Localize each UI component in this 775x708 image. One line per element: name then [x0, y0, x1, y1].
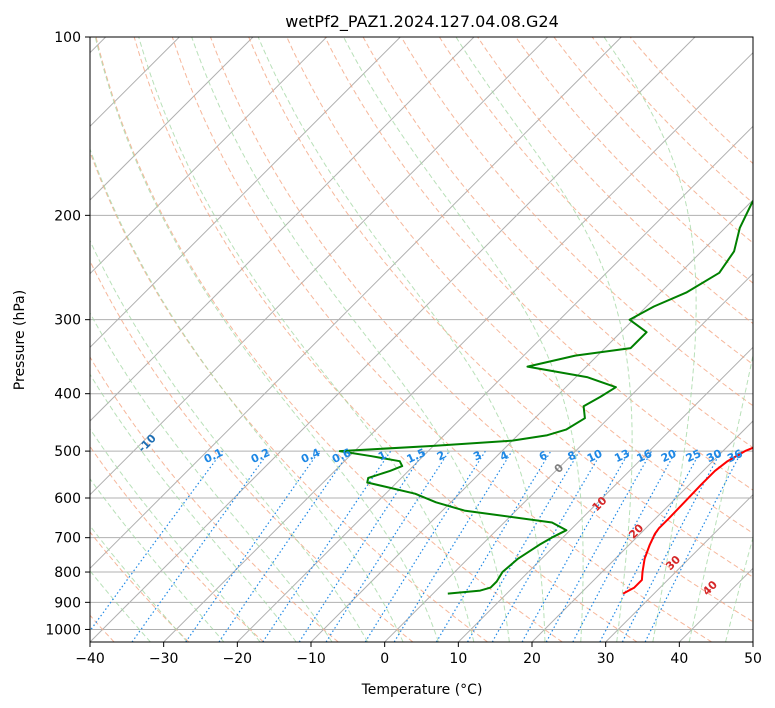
isotherm-line [236, 125, 753, 642]
isotherm-line [163, 51, 753, 642]
mixing-ratio-line [325, 450, 450, 642]
dry-adiabat-line [90, 259, 414, 642]
axes: −40 −30 −20 −10 0 10 20 30 40 50 100 200 300 400 500 60… [45, 30, 762, 667]
isotherm-line [90, 37, 254, 201]
temperature-line [622, 446, 753, 595]
x-tick-label: −30 [149, 651, 179, 667]
mixing-ratio-label: 13 [612, 447, 631, 465]
mixing-ratio-line [218, 450, 351, 642]
mixing-ratio-line [298, 450, 425, 642]
mixing-ratio-label: 20 [659, 447, 679, 465]
dry-adiabat-line [438, 37, 753, 366]
dry-adiabat-line [90, 150, 488, 642]
y-tick-label: 200 [54, 208, 81, 224]
y-axis-label: Pressure (hPa) [12, 290, 28, 390]
moist-adiabat-line [191, 37, 510, 642]
dry-adiabat-line [90, 531, 190, 642]
y-tick-label: 1000 [45, 622, 81, 638]
background-lines [90, 37, 753, 642]
plot-frame [89, 36, 754, 643]
mixing-ratio-line [521, 450, 631, 642]
moist-adiabat-line [90, 311, 333, 642]
isotherm-line [90, 37, 401, 349]
isotherm-line [384, 272, 753, 642]
isotherm-line [90, 37, 622, 570]
moist-adiabat-line [725, 535, 753, 642]
y-tick-label: 400 [54, 387, 81, 403]
x-tick-label: 30 [597, 651, 615, 667]
x-tick-label: −40 [75, 651, 105, 667]
dry-adiabat-line [324, 37, 753, 491]
moist-adiabat-line [90, 239, 369, 642]
isotherm-line [90, 37, 696, 642]
mixing-ratio-line [545, 450, 653, 642]
x-tick-label: 10 [449, 651, 467, 667]
moist-adiabat-line [343, 37, 584, 642]
mixing-ratio-line [644, 450, 743, 642]
dry-adiabat-line [95, 37, 563, 642]
profile-lines [338, 199, 753, 595]
y-tick-label: 800 [54, 565, 81, 581]
dry-adiabat-line [171, 37, 712, 642]
dry-adiabat-line [400, 37, 753, 407]
x-tick-label: −10 [296, 651, 326, 667]
y-tick-label: 100 [54, 30, 81, 46]
x-tick-label: 50 [744, 651, 762, 667]
y-tick-label: 900 [54, 595, 81, 611]
mixing-ratio-line [262, 450, 392, 642]
x-tick-label: −20 [223, 651, 253, 667]
moist-adiabat-line [94, 37, 439, 642]
y-tick-label: 500 [54, 444, 81, 460]
isotherm-line [531, 420, 753, 642]
moist-adiabat-line [138, 37, 475, 642]
dry-adiabat-line [90, 356, 339, 642]
isotherm-line [90, 37, 328, 275]
y-tick-label: 300 [54, 313, 81, 329]
dry-adiabat-line [515, 37, 753, 284]
moist-adiabat-line [90, 427, 261, 642]
moist-adiabat-line [257, 37, 546, 642]
x-axis-label: Temperature (°C) [361, 682, 483, 698]
x-tick-label: 0 [380, 651, 389, 667]
isotherm-line [90, 37, 549, 496]
mixing-ratio-label: 36 [725, 447, 745, 465]
moist-adiabat-line [603, 37, 697, 642]
mixing-ratio-label: 25 [684, 447, 703, 465]
isotherm-line [605, 493, 753, 642]
mixing-ratio-line [185, 450, 320, 642]
mixing-ratio-label: 30 [704, 447, 724, 465]
x-tick-label: 20 [523, 651, 541, 667]
mixing-ratio-label: 10 [585, 447, 605, 465]
moist-adiabat-line [688, 352, 753, 642]
isotherm-line [457, 346, 753, 642]
dry-adiabat-line [133, 37, 638, 642]
chart-title: wetPf2_PAZ1.2024.127.04.08.G24 [285, 12, 559, 32]
moist-adiabat-line [90, 477, 225, 642]
mixing-ratio-line [131, 450, 270, 642]
mixing-ratio-line [572, 450, 677, 642]
y-tick-label: 700 [54, 531, 81, 547]
y-tick-label: 600 [54, 491, 81, 507]
dry-adiabat-line [210, 37, 753, 623]
dewpoint-line [338, 199, 753, 595]
isotherm-line [90, 37, 475, 422]
mixing-ratio-line [393, 450, 513, 642]
moist-adiabat-line [90, 147, 404, 642]
dry-adiabat-line [90, 445, 264, 642]
mixing-ratio-label: 16 [635, 447, 655, 465]
dry-adiabat-line [248, 37, 753, 578]
mixing-ratio-line [90, 450, 223, 632]
moist-adiabat-line [90, 373, 297, 642]
x-tick-label: 40 [670, 651, 688, 667]
